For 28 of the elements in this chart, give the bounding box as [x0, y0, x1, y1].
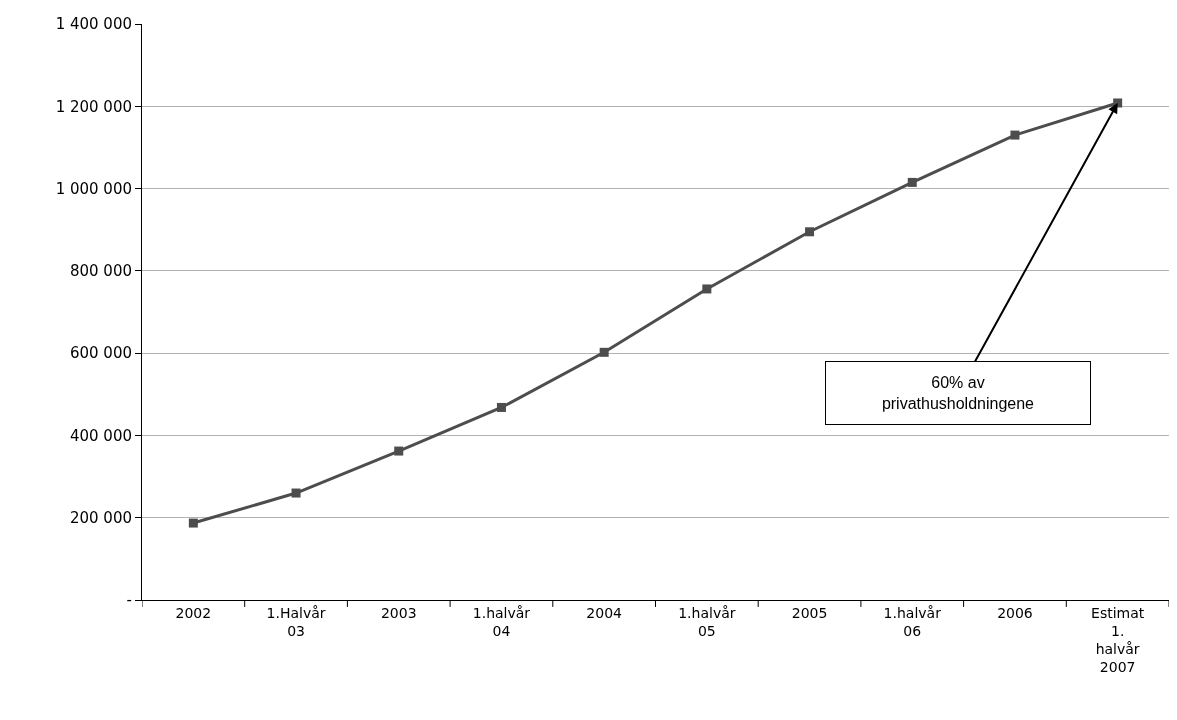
point — [188, 518, 198, 528]
y-tick-label: 600 000 — [69, 344, 132, 363]
annotation: 60% av privathusholdningene — [881, 374, 1035, 412]
x-tick-label: 2004 — [586, 604, 623, 621]
x-tick-label: 1.halvår 04 — [472, 604, 531, 639]
y-tick-label: 1 200 000 — [55, 97, 132, 116]
y-tick-label: 800 000 — [69, 262, 132, 281]
point — [702, 284, 712, 294]
x-tick-label: 2006 — [997, 604, 1033, 621]
point — [1010, 130, 1020, 140]
point — [496, 402, 506, 412]
y-tick-label: 400 000 — [69, 426, 132, 445]
y-tick-label: 1 000 000 — [55, 179, 132, 198]
x-tick-label: 1.Halvår 03 — [266, 604, 326, 639]
y-tick-label: - — [126, 591, 132, 610]
y-tick-label: 200 000 — [69, 508, 132, 527]
x-tick-label: 2005 — [791, 604, 828, 621]
point — [805, 227, 815, 237]
x-tick-label: 2003 — [380, 604, 417, 621]
x-tick-label: 1.halvår 05 — [678, 604, 736, 639]
point — [394, 446, 404, 456]
point — [599, 347, 609, 357]
x-tick-label: Estimat 1. halvår 2007 — [1091, 604, 1145, 676]
point — [291, 488, 301, 498]
point — [907, 177, 917, 187]
y-tick-label: 1 400 000 — [55, 15, 132, 34]
x-tick-label: 2002 — [175, 604, 212, 621]
x-tick-label: 1.halvår 06 — [883, 604, 942, 639]
